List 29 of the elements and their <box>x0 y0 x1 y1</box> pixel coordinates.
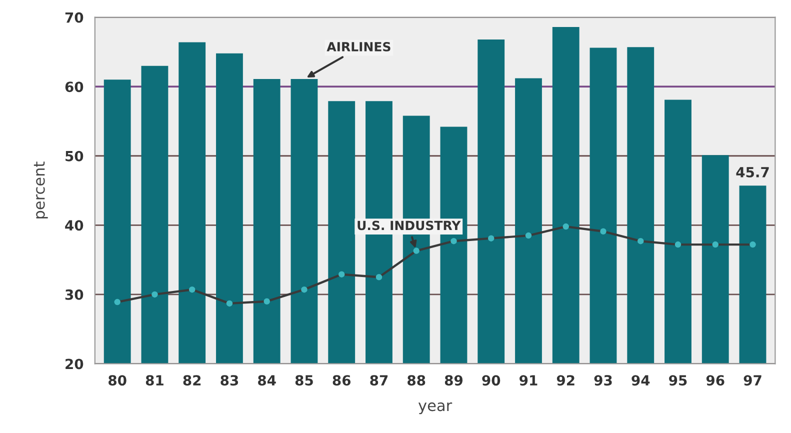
y-tick-label: 50 <box>66 150 84 162</box>
y-tick-label: 70 <box>65 12 84 23</box>
annotation: AIRLINES <box>326 42 390 52</box>
x-tick-label: 84 <box>258 375 276 386</box>
x-tick-label: 82 <box>183 375 201 386</box>
x-tick-label: 92 <box>556 375 574 386</box>
x-tick-label: 91 <box>520 375 538 386</box>
x-tick-label: 93 <box>594 375 612 386</box>
y-tick-label: 40 <box>65 220 84 231</box>
x-axis-title: year <box>418 402 452 414</box>
x-tick-label: 88 <box>408 375 426 386</box>
x-tick-label: 94 <box>632 375 650 386</box>
y-tick-label: 20 <box>66 358 84 370</box>
data-label: 45.7 <box>736 167 769 178</box>
x-tick-label: 85 <box>295 375 313 386</box>
x-tick-label: 96 <box>706 375 724 386</box>
annotation: U.S. INDUSTRY <box>358 220 461 230</box>
x-tick-label: 83 <box>220 375 238 386</box>
x-tick-label: 87 <box>370 375 388 386</box>
x-tick-label: 97 <box>744 375 762 386</box>
y-axis-title: percent <box>34 162 48 218</box>
x-tick-label: 90 <box>482 375 500 386</box>
x-tick-label: 80 <box>108 375 126 386</box>
y-tick-label: 60 <box>65 82 84 92</box>
x-tick-label: 89 <box>444 375 463 386</box>
x-tick-label: 81 <box>146 375 164 386</box>
x-tick-label: 86 <box>332 375 351 386</box>
y-tick-label: 30 <box>65 289 84 300</box>
x-tick-label: 95 <box>669 375 687 386</box>
